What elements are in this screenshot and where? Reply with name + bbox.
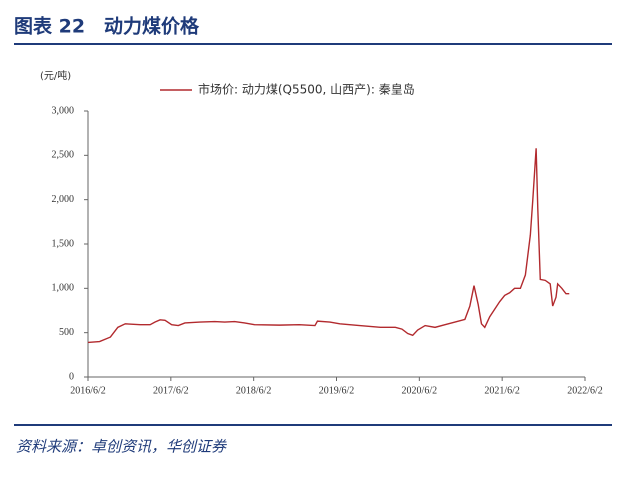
x-tick-label: 2017/6/2 <box>153 385 189 396</box>
y-tick-label: 1,500 <box>52 238 75 249</box>
y-tick-label: 2,000 <box>52 194 75 205</box>
legend-label: 市场价: 动力煤(Q5500, 山西产): 秦皇岛 <box>198 82 415 97</box>
y-tick-label: 3,000 <box>52 105 75 116</box>
title-rule <box>14 43 612 45</box>
data-line <box>87 148 570 344</box>
x-tick-label: 2021/6/2 <box>484 385 520 396</box>
x-tick-label: 2022/6/2 <box>567 385 603 396</box>
y-tick-label: 500 <box>59 327 74 338</box>
x-tick-label: 2019/6/2 <box>319 385 355 396</box>
y-tick-label: 0 <box>69 371 74 382</box>
figure-title: 图表 22 动力煤价格 <box>14 15 200 38</box>
x-tick-label: 2016/6/2 <box>70 385 106 396</box>
footer-rule <box>14 424 612 426</box>
source-note: 资料来源：卓创资讯，华创证券 <box>16 438 227 456</box>
x-tick-label: 2018/6/2 <box>236 385 272 396</box>
x-tick-label: 2020/6/2 <box>402 385 438 396</box>
y-tick-label: 1,000 <box>52 283 75 294</box>
unit-label: (元/吨) <box>40 69 71 82</box>
y-tick-label: 2,500 <box>52 150 75 161</box>
